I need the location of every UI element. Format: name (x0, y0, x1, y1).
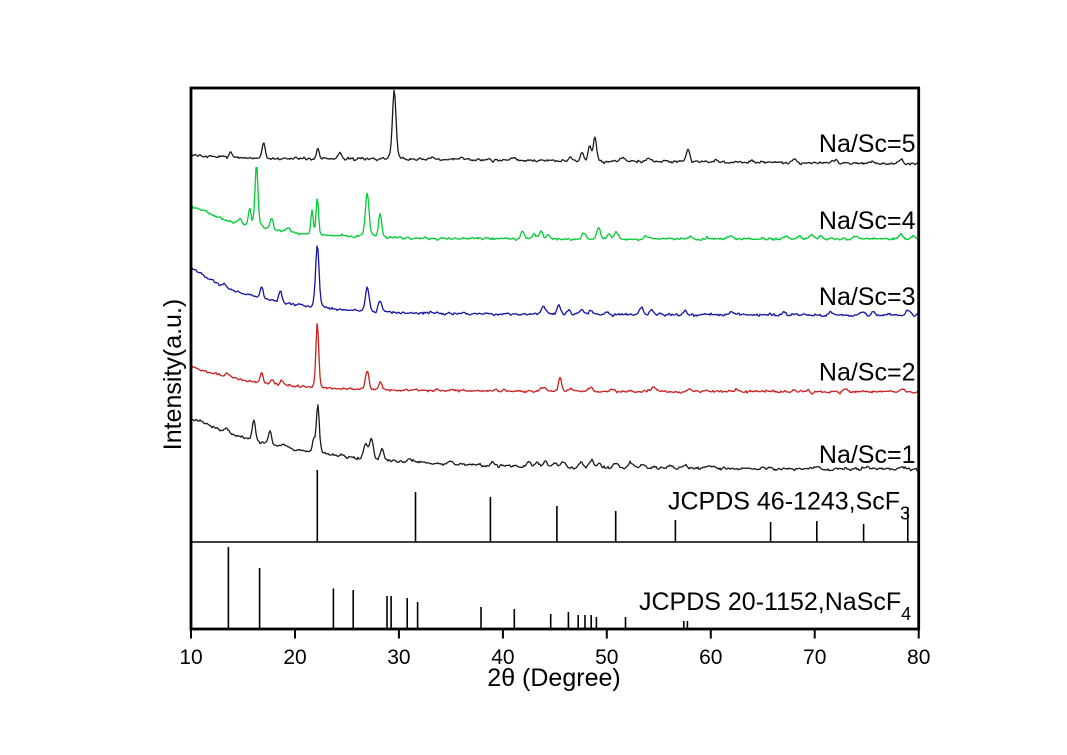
svg-text:40: 40 (491, 646, 514, 669)
svg-text:60: 60 (699, 646, 722, 669)
svg-text:Na/Sc=3: Na/Sc=3 (819, 283, 916, 311)
svg-text:80: 80 (907, 646, 930, 669)
svg-text:50: 50 (595, 646, 618, 669)
svg-text:Na/Sc=1: Na/Sc=1 (819, 441, 916, 469)
svg-text:30: 30 (387, 646, 410, 669)
svg-text:Na/Sc=5: Na/Sc=5 (819, 130, 916, 158)
svg-text:Intensity(a.u.): Intensity(a.u.) (159, 299, 187, 450)
svg-text:70: 70 (803, 646, 826, 669)
svg-text:20: 20 (283, 646, 306, 669)
svg-text:10: 10 (179, 646, 202, 669)
svg-text:Na/Sc=4: Na/Sc=4 (819, 207, 916, 235)
svg-text:Na/Sc=2: Na/Sc=2 (819, 359, 916, 387)
svg-text:2θ (Degree): 2θ (Degree) (487, 664, 620, 692)
